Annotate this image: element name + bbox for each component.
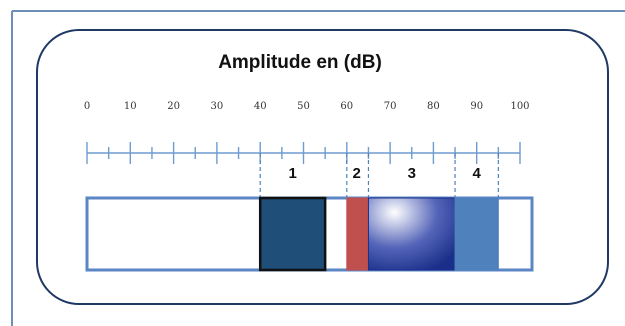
scale-label: 10	[124, 101, 137, 112]
zone-3-label: 3	[408, 165, 416, 182]
diagram-title: Amplitude en (dB)	[218, 52, 382, 73]
zone-2-label: 2	[352, 165, 360, 182]
scale-label: 100	[510, 101, 529, 112]
zone-labels: 1 2 3 4	[289, 165, 482, 182]
zones	[258, 196, 499, 272]
scale-label: 70	[384, 101, 397, 112]
scale-labels: 0 10 20 30 40 50 60 70 80 90 100	[84, 101, 530, 112]
scale-label: 0	[84, 101, 90, 112]
scale-label: 60	[340, 101, 353, 112]
zone-boundaries	[259, 153, 499, 198]
scale-label: 20	[167, 101, 180, 112]
scale-label: 80	[427, 101, 440, 112]
zone-2-block	[346, 197, 369, 271]
scale-label: 40	[254, 101, 267, 112]
zone-3-block	[367, 197, 456, 271]
zone-1-label: 1	[289, 165, 297, 182]
scale-ticks	[86, 142, 521, 164]
scale-label: 30	[211, 101, 224, 112]
zone-1-block	[258, 196, 327, 272]
scale-label: 50	[297, 101, 310, 112]
scale-label: 90	[470, 101, 483, 112]
zone-4-block	[454, 197, 499, 271]
zone-4-label: 4	[473, 165, 482, 182]
